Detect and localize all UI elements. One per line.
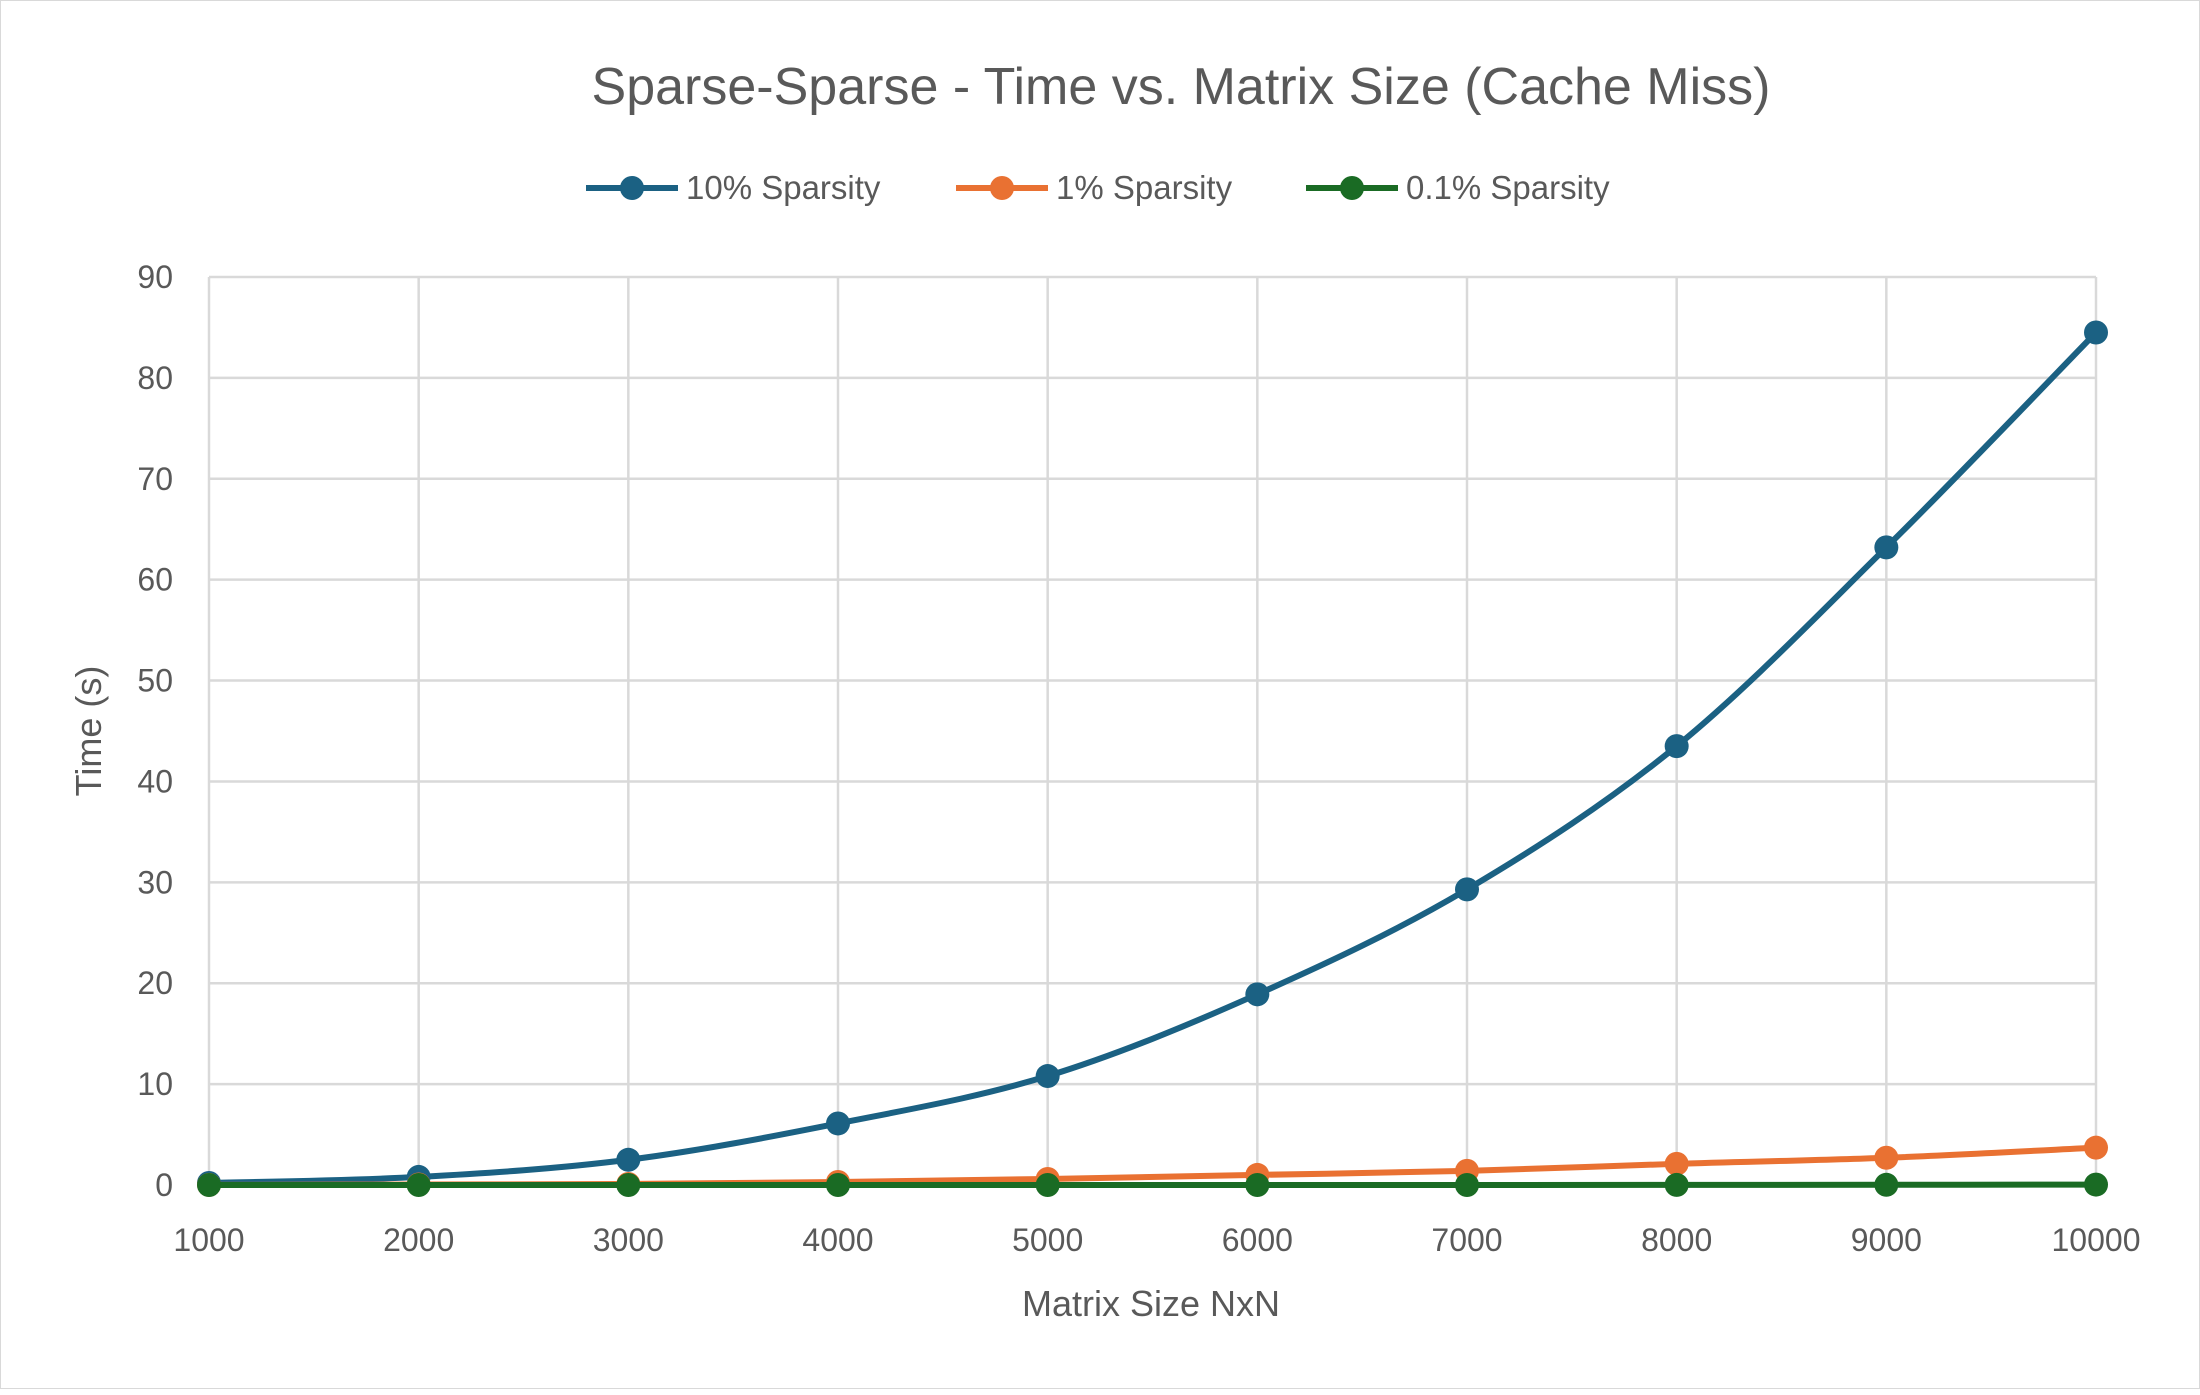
- y-tick-label: 50: [137, 663, 173, 699]
- legend-item: 10% Sparsity: [586, 169, 881, 206]
- legend-label: 1% Sparsity: [1056, 169, 1233, 206]
- legend-label: 10% Sparsity: [686, 169, 881, 206]
- data-point: [1874, 535, 1898, 559]
- x-tick-label: 1000: [173, 1222, 244, 1258]
- legend-marker: [620, 176, 644, 200]
- x-tick-label: 2000: [383, 1222, 454, 1258]
- data-point: [1245, 982, 1269, 1006]
- data-point: [616, 1173, 640, 1197]
- y-tick-label: 80: [137, 360, 173, 396]
- x-tick-label: 7000: [1431, 1222, 1502, 1258]
- data-point: [1874, 1146, 1898, 1170]
- y-tick-label: 10: [137, 1066, 173, 1102]
- legend-item: 1% Sparsity: [956, 169, 1233, 206]
- chart-title: Sparse-Sparse - Time vs. Matrix Size (Ca…: [592, 58, 1771, 116]
- data-point: [826, 1111, 850, 1135]
- data-point: [1874, 1173, 1898, 1197]
- data-point: [1245, 1173, 1269, 1197]
- y-tick-label: 0: [155, 1167, 173, 1203]
- data-point: [1455, 877, 1479, 901]
- y-tick-label: 60: [137, 562, 173, 598]
- data-point: [1665, 1152, 1689, 1176]
- data-point: [2084, 1173, 2108, 1197]
- legend-label: 0.1% Sparsity: [1406, 169, 1610, 206]
- data-point: [1665, 1173, 1689, 1197]
- data-point: [1036, 1173, 1060, 1197]
- x-tick-label: 8000: [1641, 1222, 1712, 1258]
- y-tick-label: 90: [137, 259, 173, 295]
- data-point: [826, 1173, 850, 1197]
- data-point: [1665, 734, 1689, 758]
- series-line: [209, 1148, 2096, 1185]
- data-point: [1455, 1173, 1479, 1197]
- x-tick-label: 6000: [1222, 1222, 1293, 1258]
- y-tick-label: 40: [137, 763, 173, 799]
- x-tick-label: 4000: [802, 1222, 873, 1258]
- data-point: [2084, 1136, 2108, 1160]
- data-point: [1036, 1064, 1060, 1088]
- y-tick-labels: 0 10 20 30 40 50 60 70 80 90: [137, 259, 173, 1203]
- x-tick-label: 10000: [2052, 1222, 2141, 1258]
- legend: 10% Sparsity 1% Sparsity 0.1% Sparsity: [586, 169, 1610, 206]
- y-tick-label: 20: [137, 965, 173, 1001]
- legend-item: 0.1% Sparsity: [1306, 169, 1610, 206]
- legend-marker: [990, 176, 1014, 200]
- x-tick-label: 3000: [593, 1222, 664, 1258]
- legend-marker: [1340, 176, 1364, 200]
- gridlines: [209, 277, 2096, 1185]
- data-point: [2084, 320, 2108, 344]
- y-tick-label: 70: [137, 461, 173, 497]
- data-point: [616, 1148, 640, 1172]
- data-point: [407, 1173, 431, 1197]
- data-point: [197, 1173, 221, 1197]
- series: [197, 320, 2108, 1197]
- series-10-sparsity: [197, 320, 2108, 1194]
- x-tick-label: 9000: [1851, 1222, 1922, 1258]
- y-tick-label: 30: [137, 864, 173, 900]
- series-line: [209, 332, 2096, 1182]
- y-axis-label: Time (s): [68, 666, 109, 797]
- x-tick-labels: 1000 2000 3000 4000 5000 6000 7000 8000 9000 1000…: [173, 1222, 2140, 1258]
- x-tick-label: 5000: [1012, 1222, 1083, 1258]
- x-axis-label: Matrix Size NxN: [1022, 1283, 1280, 1324]
